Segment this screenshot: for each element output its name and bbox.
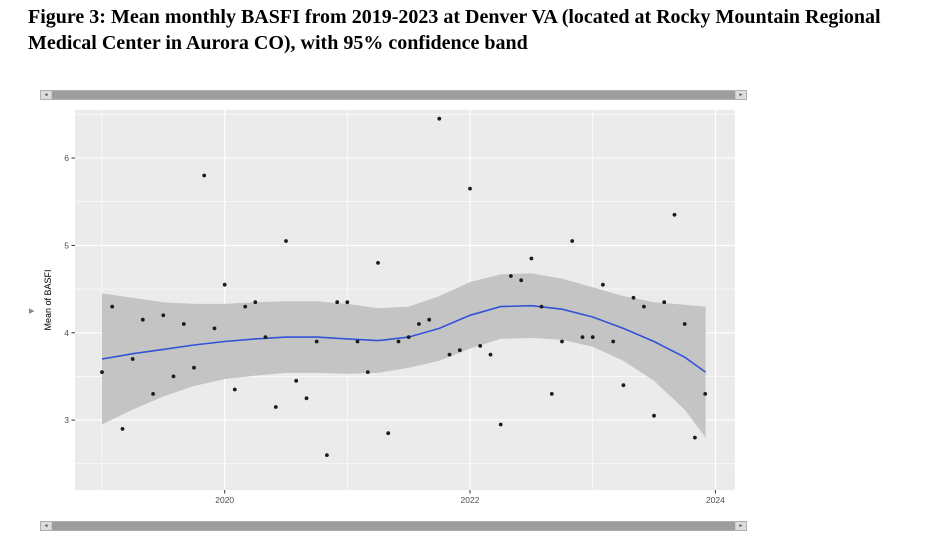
bottom-scrollbar-handle[interactable] xyxy=(52,522,735,530)
basfi-scatter-chart: 2020 2022 2024 3 4 5 6 Mean of BASFI xyxy=(43,110,735,505)
chart-container: 2020 2022 2024 3 4 5 6 Mean of BASFI xyxy=(40,100,747,521)
x-axis: 2020 2022 2024 xyxy=(215,490,725,505)
embedded-plot-widget: ◄ ► 2020 2022 2024 3 4 5 6 Mean of BASFI ◄ ► ▸ xyxy=(29,90,747,531)
bottom-scroll-left-button[interactable]: ◄ xyxy=(41,522,51,530)
x-tick-label: 2024 xyxy=(706,495,725,505)
scroll-right-arrow-icon: ► xyxy=(738,523,744,529)
confidence-band xyxy=(102,273,706,438)
top-scroll-left-button[interactable]: ◄ xyxy=(41,91,51,99)
x-tick-label: 2022 xyxy=(461,495,480,505)
top-scroll-right-button[interactable]: ► xyxy=(736,91,746,99)
y-tick-label: 6 xyxy=(64,153,69,163)
y-axis-title: Mean of BASFI xyxy=(43,269,53,330)
top-horizontal-scrollbar[interactable]: ◄ ► xyxy=(40,90,747,100)
bottom-horizontal-scrollbar[interactable]: ◄ ► xyxy=(40,521,747,531)
figure-caption: Figure 3: Mean monthly BASFI from 2019-2… xyxy=(28,6,881,55)
scroll-left-arrow-icon: ◄ xyxy=(43,92,49,98)
scroll-left-arrow-icon: ◄ xyxy=(43,523,49,529)
y-tick-label: 4 xyxy=(64,328,69,338)
y-tick-label: 3 xyxy=(64,415,69,425)
scroll-right-arrow-icon: ► xyxy=(738,92,744,98)
top-scrollbar-handle[interactable] xyxy=(52,91,735,99)
scatter-points xyxy=(100,116,708,457)
x-tick-label: 2020 xyxy=(215,495,234,505)
bottom-scroll-right-button[interactable]: ► xyxy=(736,522,746,530)
y-tick-label: 5 xyxy=(64,240,69,250)
y-axis: 3 4 5 6 xyxy=(64,153,75,425)
expand-arrow-icon[interactable]: ▸ xyxy=(29,305,35,317)
